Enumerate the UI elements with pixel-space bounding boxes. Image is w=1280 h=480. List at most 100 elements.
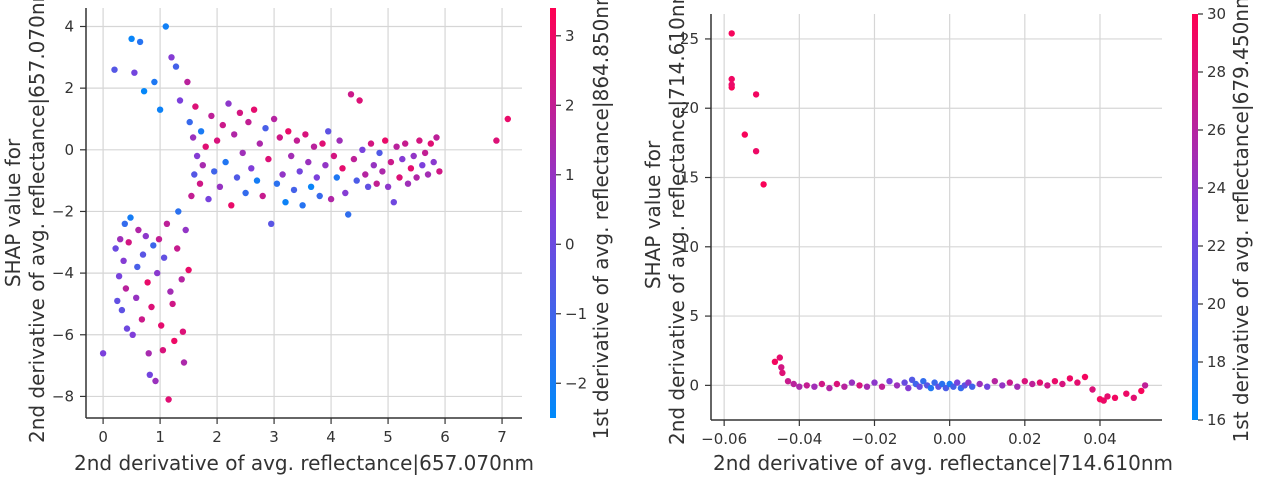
data-point [144, 279, 151, 286]
data-point [424, 171, 432, 178]
colorbar-tick-label: 18 [1207, 353, 1226, 371]
data-point [1130, 394, 1138, 401]
colorbar-tick-label: 24 [1207, 179, 1226, 197]
data-point [920, 378, 927, 385]
data-point [327, 195, 335, 203]
data-point [118, 306, 126, 314]
data-point [399, 155, 406, 163]
data-point [950, 383, 957, 390]
colorbar-2 [1192, 14, 1198, 420]
data-point [796, 383, 803, 390]
y-tick-label: 4 [64, 17, 74, 35]
data-point [248, 165, 255, 172]
data-point [285, 128, 292, 135]
data-point [1066, 375, 1074, 382]
data-point [784, 378, 792, 385]
x-tick-label: 0 [98, 428, 108, 446]
x-tick-label: −0.04 [776, 430, 822, 448]
data-point [379, 168, 386, 175]
data-point [728, 81, 735, 88]
data-point [916, 383, 923, 390]
data-point [347, 91, 355, 98]
data-point [115, 273, 123, 280]
data-point [216, 183, 224, 190]
data-point [239, 149, 246, 157]
data-point [307, 183, 315, 190]
x-tick-label: 3 [269, 428, 279, 446]
data-point [256, 140, 263, 147]
data-point [359, 146, 366, 153]
data-point [133, 294, 140, 301]
data-point [333, 174, 340, 181]
data-point [863, 383, 871, 390]
data-point [310, 143, 318, 150]
data-point [350, 155, 358, 163]
colorbar-label-2: 1st derivative of avg. reflectance|679.4… [1229, 0, 1253, 442]
data-point [155, 236, 163, 243]
grid-1 [86, 8, 522, 418]
data-point [208, 112, 215, 120]
data-point [1036, 379, 1044, 386]
data-point [189, 134, 197, 141]
data-point [779, 369, 786, 377]
data-point [1021, 378, 1028, 385]
colorbar-tick-label: 0 [565, 235, 575, 253]
data-point [152, 377, 159, 385]
data-point [818, 380, 826, 388]
data-point [175, 208, 182, 215]
data-point [984, 383, 991, 390]
data-point [741, 131, 748, 138]
colorbar-tick-label: 2 [565, 96, 575, 114]
data-point [322, 162, 329, 169]
data-point [942, 384, 950, 392]
data-point [112, 245, 119, 252]
data-point [121, 220, 128, 227]
data-point [1104, 393, 1111, 400]
data-point [150, 242, 157, 249]
data-point [222, 158, 229, 166]
data-point [1059, 380, 1066, 388]
data-point [136, 38, 144, 46]
colorbar-tick-label: 3 [565, 27, 575, 45]
data-point [219, 121, 226, 129]
data-point [404, 180, 412, 187]
data-point [151, 78, 158, 86]
data-point [182, 226, 189, 234]
data-point [430, 158, 437, 166]
data-point [191, 171, 198, 178]
data-point [976, 380, 983, 388]
data-point [1138, 387, 1145, 395]
data-point [427, 140, 434, 147]
data-point [242, 189, 249, 197]
data-point [122, 285, 130, 292]
data-point [145, 350, 152, 357]
data-point [1014, 383, 1021, 390]
data-point [117, 236, 124, 243]
data-point [376, 149, 383, 157]
data-point [202, 143, 209, 150]
data-point [163, 220, 171, 227]
data-point [211, 168, 218, 175]
data-point [436, 168, 443, 175]
colorbar-tick-label: 30 [1207, 5, 1226, 23]
data-point [313, 174, 320, 181]
data-point [871, 379, 878, 386]
x-tick-label: −0.02 [852, 430, 898, 448]
data-point [339, 165, 346, 172]
data-point [236, 109, 244, 117]
data-point [184, 78, 191, 86]
data-point [159, 347, 167, 354]
data-point [299, 202, 306, 209]
y-tick-label: 15 [680, 169, 699, 187]
data-point [167, 288, 174, 295]
data-point [367, 140, 375, 147]
data-point [302, 131, 309, 138]
data-point [330, 152, 338, 160]
data-point [140, 88, 148, 95]
data-point [991, 378, 998, 385]
chart-panel-2: −0.06 −0.04 −0.02 0.00 0.02 0.04 0 5 10 15 20 25 2n… [641, 0, 1253, 475]
data-point [803, 382, 810, 389]
data-point [279, 171, 286, 178]
data-point [1081, 373, 1089, 381]
data-point [954, 379, 961, 386]
